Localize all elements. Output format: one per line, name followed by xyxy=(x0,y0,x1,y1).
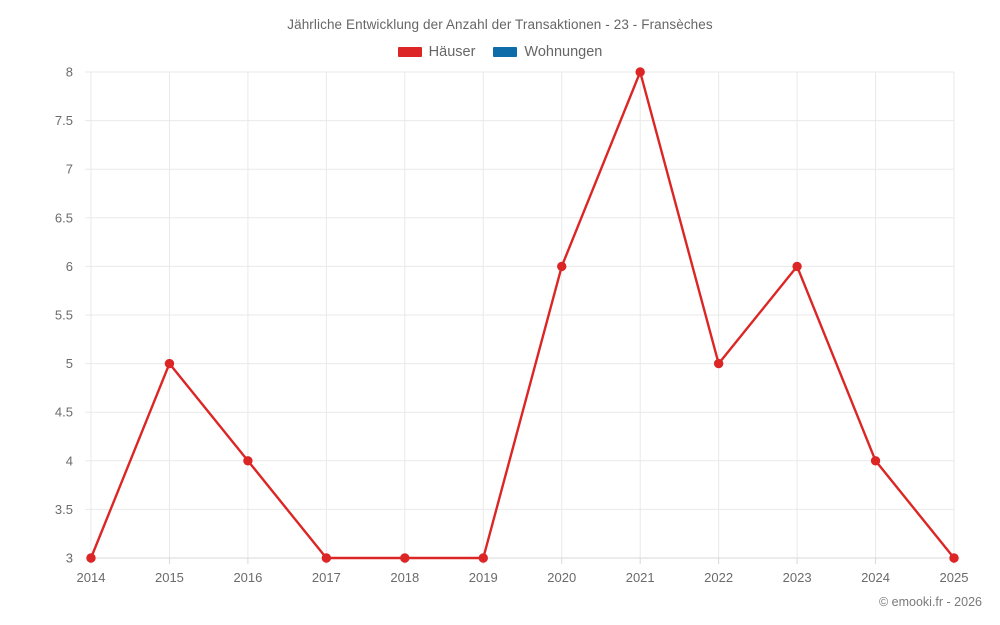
data-point-marker[interactable] xyxy=(557,261,567,272)
data-point-marker[interactable] xyxy=(635,67,645,77)
x-axis-tick-label: 2023 xyxy=(783,570,812,585)
data-point-marker[interactable] xyxy=(321,553,332,563)
chart-legend: Häuser Wohnungen xyxy=(0,44,1000,60)
gridlines xyxy=(90,71,955,559)
series-line-häuser xyxy=(89,70,956,560)
legend-item-haeuser[interactable]: Häuser xyxy=(397,44,476,60)
x-axis-tick-label: 2014 xyxy=(77,570,106,585)
y-axis-tick-label: 3.5 xyxy=(55,502,73,517)
data-point-marker[interactable] xyxy=(713,358,724,369)
y-axis-tick-label: 6.5 xyxy=(55,210,73,225)
y-axis-tick-label: 8 xyxy=(66,65,73,80)
y-axis-tick-label: 5.5 xyxy=(55,308,73,323)
y-axis-tick-label: 4 xyxy=(66,453,73,468)
data-point-marker[interactable] xyxy=(870,456,881,466)
data-point-marker[interactable] xyxy=(792,261,802,272)
y-axis-tick-label: 4.5 xyxy=(55,405,73,420)
axis-lines xyxy=(85,71,960,564)
data-point-marker[interactable] xyxy=(478,553,488,563)
x-axis-tick-label: 2024 xyxy=(861,570,890,585)
legend-item-wohnungen[interactable]: Wohnungen xyxy=(493,44,602,60)
x-axis-tick-label: 2022 xyxy=(704,570,733,585)
x-axis-tick-labels: 2014 2015 2016 2017 2018 2019 2020 2021 2022 2023… xyxy=(77,570,969,585)
y-axis-tick-label: 6 xyxy=(66,259,73,274)
legend-swatch-haeuser xyxy=(397,47,422,57)
legend-label-haeuser: Häuser xyxy=(428,44,476,60)
data-point-marker[interactable] xyxy=(243,456,253,466)
data-point-marker[interactable] xyxy=(164,358,175,369)
data-point-marker[interactable] xyxy=(86,553,96,563)
legend-swatch-wohnungen xyxy=(493,47,518,57)
y-axis-tick-labels: 8 7.5 7 6.5 6 5.5 5 4.5 4 3.5 3 xyxy=(55,65,73,566)
y-axis-tick-label: 7.5 xyxy=(55,113,73,128)
x-axis-tick-label: 2021 xyxy=(626,570,655,585)
y-axis-tick-label: 7 xyxy=(66,162,73,177)
x-axis-tick-label: 2015 xyxy=(155,570,184,585)
y-axis-tick-label: 5 xyxy=(66,356,73,371)
data-point-marker[interactable] xyxy=(949,553,959,563)
legend-label-wohnungen: Wohnungen xyxy=(524,44,603,60)
data-series-layer xyxy=(86,67,959,563)
data-point-marker[interactable] xyxy=(400,553,410,563)
x-axis-tick-label: 2018 xyxy=(390,570,419,585)
x-axis-tick-label: 2016 xyxy=(233,570,262,585)
y-axis-tick-label: 3 xyxy=(66,551,73,566)
chart-title: Jährliche Entwicklung der Anzahl der Tra… xyxy=(287,17,713,32)
x-axis-tick-label: 2020 xyxy=(547,570,576,585)
footer-credit: © emooki.fr - 2026 xyxy=(878,595,982,609)
x-axis-tick-label: 2019 xyxy=(469,570,498,585)
x-axis-tick-label: 2025 xyxy=(940,570,969,585)
x-axis-tick-label: 2017 xyxy=(312,570,341,585)
